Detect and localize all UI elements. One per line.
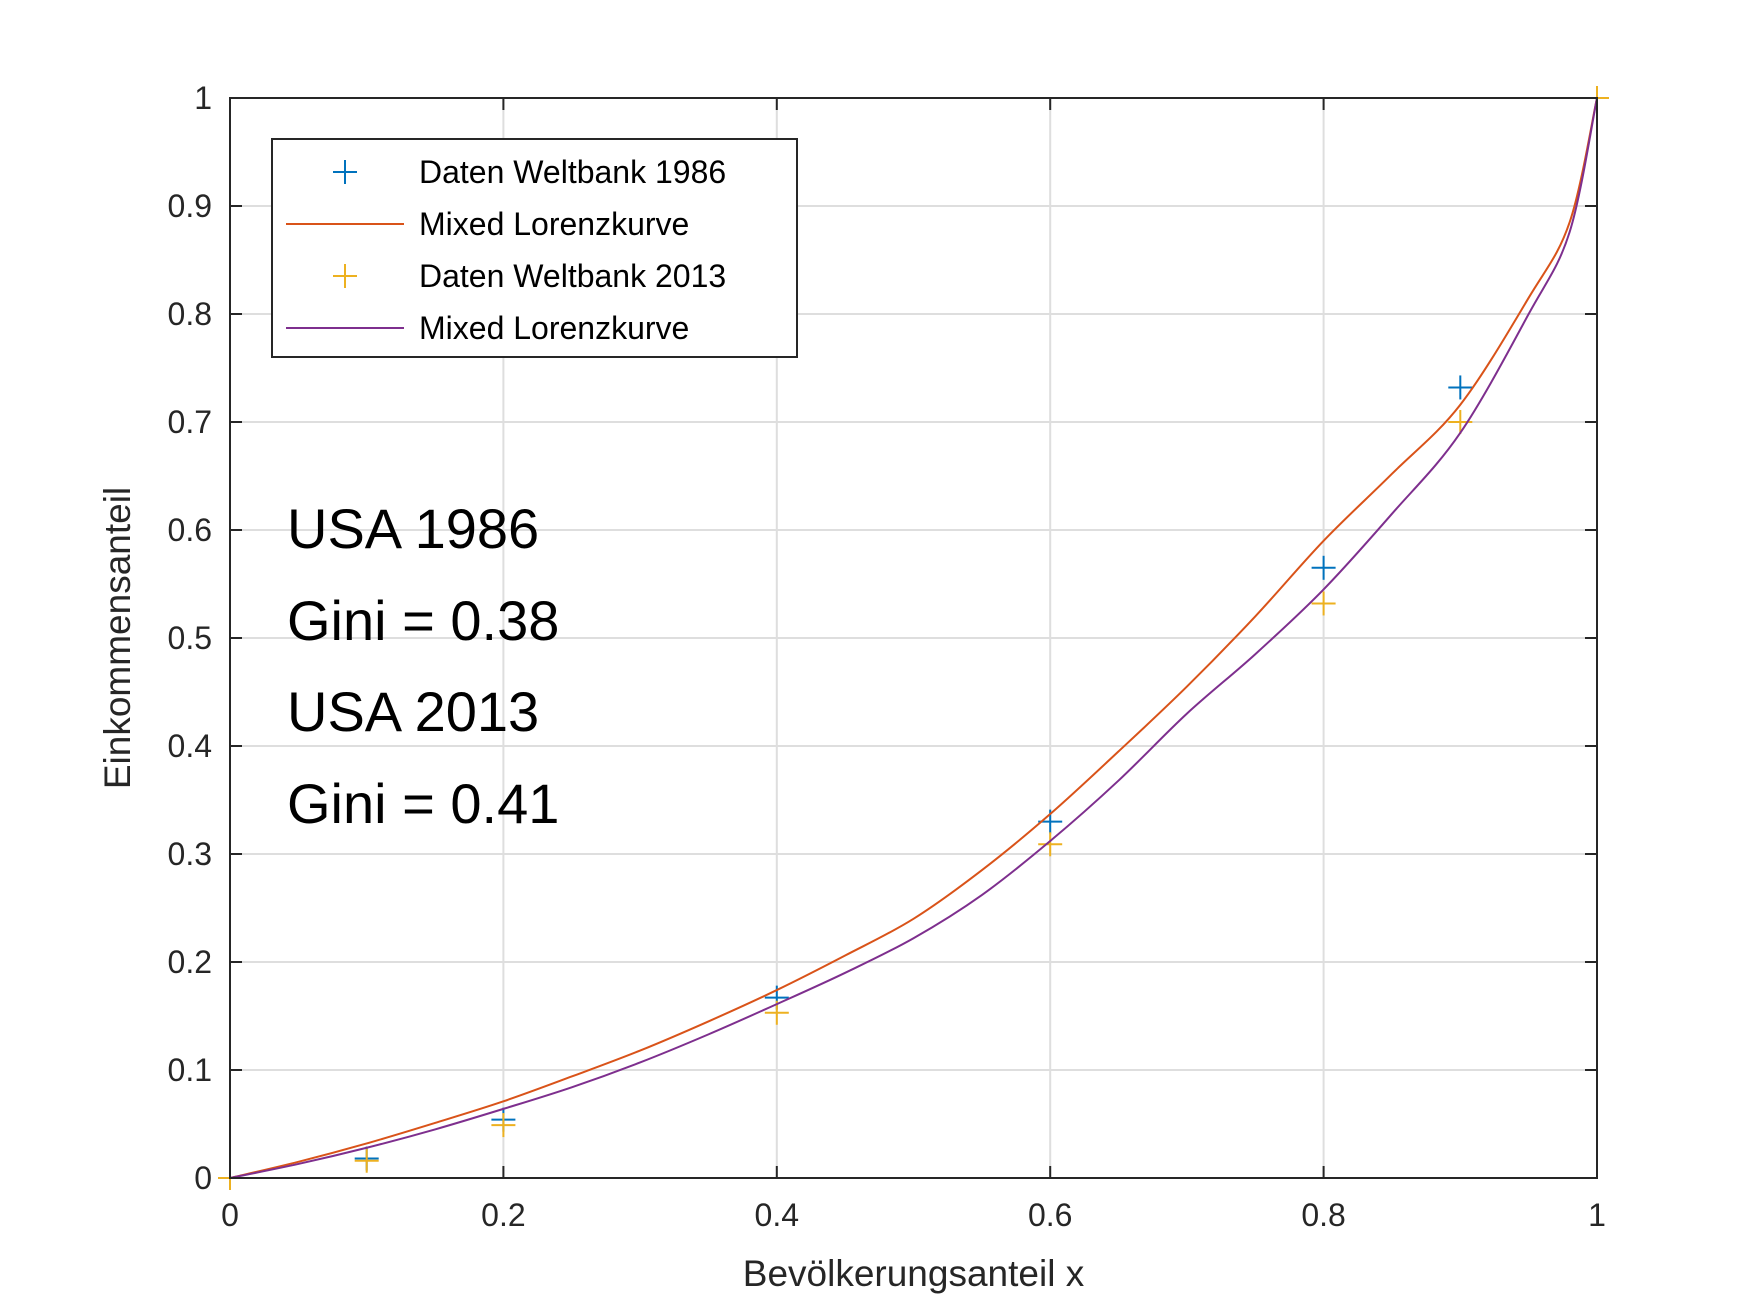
legend-entry-1: Mixed Lorenzkurve <box>286 206 689 242</box>
legend-entry-0: Daten Weltbank 1986 <box>333 154 726 190</box>
legend-box <box>271 138 798 358</box>
x-tick-label: 1 <box>1588 1197 1606 1233</box>
series-1 <box>229 97 1598 1179</box>
y-tick-label: 0 <box>194 1160 212 1196</box>
y-tick-label: 0.6 <box>168 512 212 548</box>
x-tick-label: 0 <box>221 1197 239 1233</box>
x-tick-label: 0.8 <box>1301 1197 1345 1233</box>
series-3 <box>229 97 1598 1179</box>
data-point <box>354 1148 379 1173</box>
annotation-gini-2013: Gini = 0.41 <box>287 772 559 835</box>
data-point <box>491 1113 516 1138</box>
data-point <box>1448 375 1473 400</box>
annotation-usa-1986: USA 1986 <box>287 497 539 560</box>
y-tick-label: 0.8 <box>168 296 212 332</box>
lorenz-curve-line <box>229 97 1598 1179</box>
y-tick-label: 1 <box>194 80 212 116</box>
y-tick-label: 0.1 <box>168 1052 212 1088</box>
legend-label: Daten Weltbank 2013 <box>419 258 726 294</box>
annotation-gini-1986: Gini = 0.38 <box>287 589 559 652</box>
data-point <box>1311 591 1336 616</box>
x-axis-label: Bevölkerungsanteil x <box>743 1253 1085 1294</box>
y-tick-label: 0.3 <box>168 836 212 872</box>
legend-marker-swatch <box>333 264 357 288</box>
legend-label: Daten Weltbank 1986 <box>419 154 726 190</box>
data-point <box>1311 555 1336 580</box>
legend-label: Mixed Lorenzkurve <box>419 206 689 242</box>
y-tick-label: 0.5 <box>168 620 212 656</box>
axis-ticks: 0 0.2 0.4 0.6 0.8 1 0 0.1 0.2 0.3 0.4 0.5 0.6 0.7 0.8 0… <box>168 80 1606 1233</box>
legend: Daten Weltbank 1986 Mixed Lorenzkurve Date… <box>271 138 798 358</box>
x-tick-label: 0.4 <box>755 1197 799 1233</box>
data-point <box>1038 832 1063 857</box>
y-tick-label: 0.7 <box>168 404 212 440</box>
lorenz-curve-line <box>229 97 1598 1179</box>
legend-entry-3: Mixed Lorenzkurve <box>286 310 689 346</box>
x-tick-label: 0.2 <box>481 1197 525 1233</box>
y-axis-label: Einkommensanteil <box>97 487 138 789</box>
annotation-usa-2013: USA 2013 <box>287 680 539 743</box>
annotations: USA 1986 Gini = 0.38 USA 2013 Gini = 0.4… <box>287 497 559 835</box>
y-tick-label: 0.4 <box>168 728 212 764</box>
legend-label: Mixed Lorenzkurve <box>419 310 689 346</box>
legend-marker-swatch <box>333 160 357 184</box>
plot-series <box>218 86 1609 1190</box>
y-tick-label: 0.9 <box>168 188 212 224</box>
x-tick-label: 0.6 <box>1028 1197 1072 1233</box>
y-tick-label: 0.2 <box>168 944 212 980</box>
legend-entry-2: Daten Weltbank 2013 <box>333 258 726 294</box>
